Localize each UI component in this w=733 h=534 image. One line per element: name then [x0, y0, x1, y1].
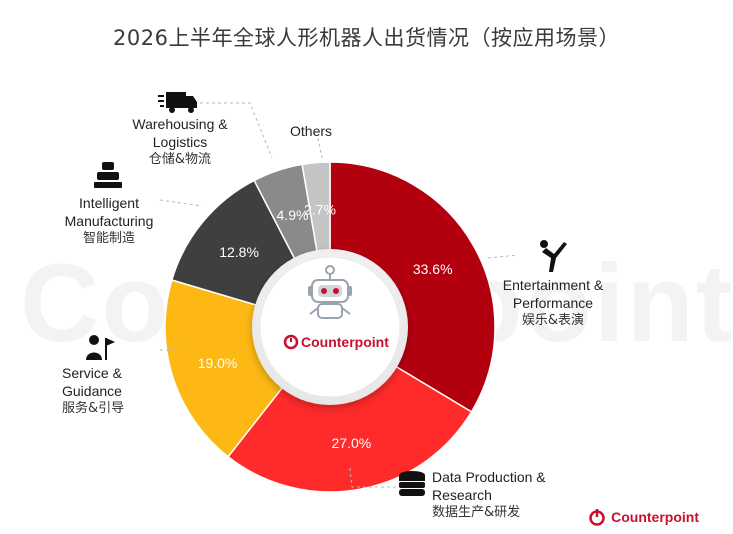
- counterpoint-logo-icon: [589, 509, 605, 526]
- label-manufacturing-zh: 智能制造: [82, 231, 135, 246]
- robot-icon: [308, 265, 352, 319]
- label-service-en: Service & Guidance: [62, 365, 122, 399]
- leader-line-warehousing: [200, 102, 273, 159]
- brand-text: Counterpoint: [611, 509, 699, 525]
- slice-value-label-2: 19.0%: [198, 355, 238, 371]
- leader-line-data: [349, 467, 405, 488]
- truck-icon: [158, 92, 197, 113]
- label-data-production-en: Data Production & Research: [432, 469, 546, 503]
- guide-flag-icon: [86, 335, 115, 360]
- leader-line-entertainment: [487, 254, 519, 259]
- label-others-en: Others: [290, 123, 333, 139]
- label-service: Service & Guidance 服务&引导: [62, 364, 142, 418]
- slice-value-label-3: 12.8%: [219, 244, 259, 260]
- label-warehousing: Warehousing & Logistics 仓储&物流: [130, 115, 230, 169]
- slice-value-label-0: 33.6%: [413, 261, 453, 277]
- label-warehousing-zh: 仓储&物流: [148, 152, 212, 167]
- chart-title: 2026上半年全球人形机器人出货情况（按应用场景）: [113, 26, 620, 50]
- brand-logo: Counterpoint: [588, 508, 699, 526]
- label-manufacturing: Intelligent Manufacturing 智能制造: [58, 194, 160, 248]
- label-others: Others: [290, 122, 332, 140]
- slice-value-label-1: 27.0%: [332, 435, 372, 451]
- leader-line-manufacturing: [159, 199, 203, 207]
- label-manufacturing-en: Intelligent Manufacturing: [64, 195, 154, 229]
- label-data-production-zh: 数据生产&研发: [432, 505, 521, 520]
- leader-line-others: [317, 137, 323, 159]
- slice-value-label-4: 4.9%: [277, 207, 309, 223]
- label-entertainment-en: Entertainment & Performance: [502, 277, 604, 311]
- manufacturing-robot-icon: [94, 162, 122, 188]
- slice-value-label-5: 2.7%: [304, 201, 336, 217]
- database-icon: [399, 471, 425, 496]
- label-data-production: Data Production & Research 数据生产&研发: [432, 468, 552, 522]
- label-warehousing-en: Warehousing & Logistics: [132, 116, 228, 150]
- dancer-icon: [540, 240, 567, 272]
- label-service-zh: 服务&引导: [62, 401, 125, 416]
- center-brand: Counterpoint: [283, 334, 389, 350]
- label-entertainment: Entertainment & Performance 娱乐&表演: [492, 276, 614, 330]
- center-brand-text: Counterpoint: [301, 334, 389, 350]
- label-entertainment-zh: 娱乐&表演: [521, 313, 585, 328]
